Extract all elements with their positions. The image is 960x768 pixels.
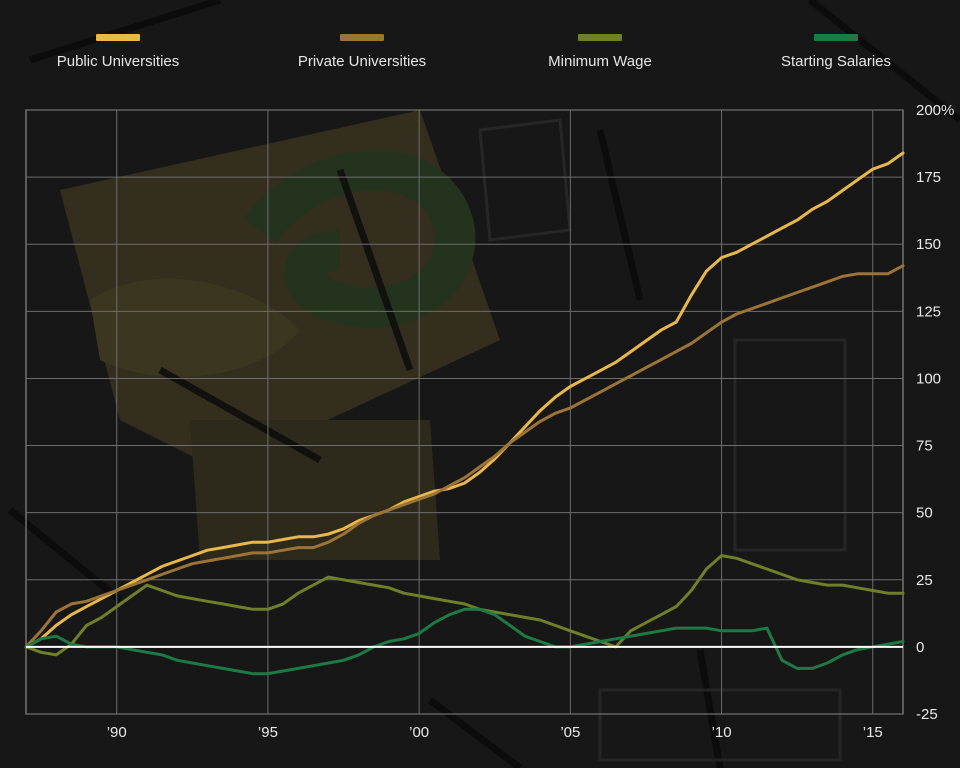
legend-item-starting-salaries: Starting Salaries (736, 34, 936, 70)
axes: -25 0 25 50 75 100 125 150 175 200% ’90 ’95 ’00 ’05 ’1… (107, 102, 955, 741)
series-line-public-universities (24, 151, 905, 649)
y-tick-label: 25 (916, 572, 933, 589)
y-tick-label: 125 (916, 303, 941, 320)
y-tick-label: 100 (916, 370, 941, 387)
series-line-private-universities (24, 264, 905, 649)
y-tick-label: 50 (916, 505, 933, 522)
plot-frame (25, 109, 904, 715)
legend-label: Private Universities (297, 53, 427, 70)
legend-label: Starting Salaries (780, 53, 892, 70)
legend-label: Public Universities (56, 53, 180, 70)
legend-item-private-universities: Private Universities (262, 34, 462, 70)
x-tick-label: ’00 (409, 724, 429, 741)
x-tick-label: ’95 (258, 724, 278, 741)
legend-item-public-universities: Public Universities (18, 34, 218, 70)
legend-swatch (814, 34, 858, 41)
y-tick-label: -25 (916, 706, 938, 723)
y-tick-label: 0 (916, 639, 924, 656)
x-tick-label: ’05 (560, 724, 580, 741)
y-tick-label: 175 (916, 169, 941, 186)
series-line-minimum-wage (24, 554, 905, 657)
legend-item-minimum-wage: Minimum Wage (500, 34, 700, 70)
y-tick-label: 150 (916, 236, 941, 253)
y-tick-label: 75 (916, 438, 933, 455)
x-tick-label: ’90 (107, 724, 127, 741)
x-tick-label: ’15 (863, 724, 883, 741)
legend-label: Minimum Wage (548, 53, 652, 70)
legend-swatch (340, 34, 384, 41)
grid (25, 109, 904, 715)
series-line-starting-salaries (24, 607, 905, 676)
legend: Public Universities Private Universities… (0, 0, 960, 90)
x-tick-label: ’10 (712, 724, 732, 741)
legend-swatch (96, 34, 140, 41)
y-tick-label: 200% (916, 102, 954, 119)
series-layer (24, 151, 905, 676)
legend-swatch (578, 34, 622, 41)
